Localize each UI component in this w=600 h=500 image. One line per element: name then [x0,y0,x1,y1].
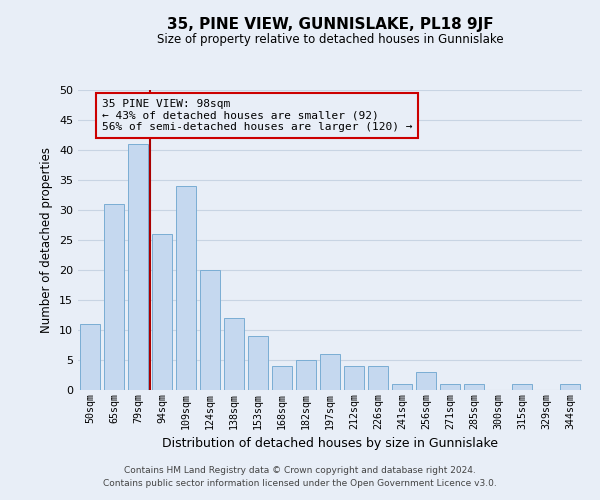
Y-axis label: Number of detached properties: Number of detached properties [40,147,53,333]
Bar [368,366,388,390]
Bar [80,324,100,390]
Bar [344,366,364,390]
Text: 35, PINE VIEW, GUNNISLAKE, PL18 9JF: 35, PINE VIEW, GUNNISLAKE, PL18 9JF [167,18,493,32]
Bar [320,354,340,390]
Bar [248,336,268,390]
Bar [200,270,220,390]
X-axis label: Distribution of detached houses by size in Gunnislake: Distribution of detached houses by size … [162,437,498,450]
Text: Contains HM Land Registry data © Crown copyright and database right 2024.
Contai: Contains HM Land Registry data © Crown c… [103,466,497,487]
Bar [272,366,292,390]
Bar [128,144,148,390]
Bar [104,204,124,390]
Bar [296,360,316,390]
Bar [176,186,196,390]
Bar [440,384,460,390]
Bar [224,318,244,390]
Text: Size of property relative to detached houses in Gunnislake: Size of property relative to detached ho… [157,32,503,46]
Bar [512,384,532,390]
Bar [560,384,580,390]
Bar [392,384,412,390]
Bar [152,234,172,390]
Bar [464,384,484,390]
Text: 35 PINE VIEW: 98sqm
← 43% of detached houses are smaller (92)
56% of semi-detach: 35 PINE VIEW: 98sqm ← 43% of detached ho… [102,99,413,132]
Bar [416,372,436,390]
